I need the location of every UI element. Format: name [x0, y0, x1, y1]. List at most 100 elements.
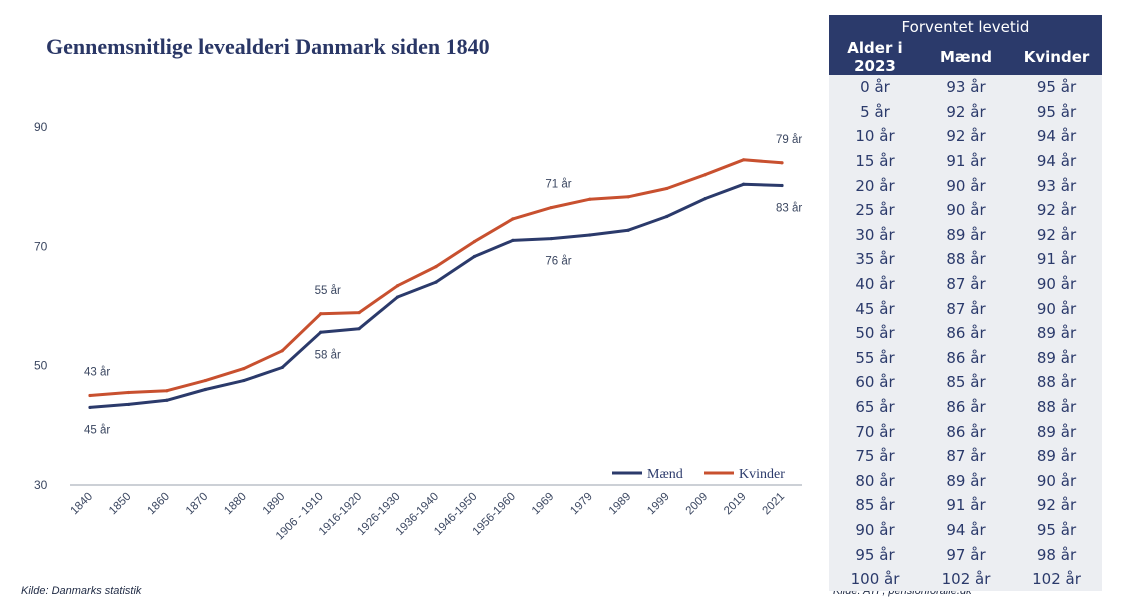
table-cell-women: 88 år: [1011, 394, 1102, 420]
table-cell-age: 60 år: [829, 370, 921, 395]
x-tick-label: 1890: [261, 491, 288, 518]
table-cell-age: 85 år: [829, 493, 921, 518]
table-cell-age: 75 år: [829, 443, 921, 469]
table-cell-women: 90 år: [1011, 296, 1102, 321]
table-cell-men: 89 år: [921, 468, 1011, 494]
y-tick-label: 90: [34, 120, 48, 134]
data-point-women: [588, 197, 592, 201]
y-tick-label: 30: [34, 478, 48, 492]
table-cell-men: 93 år: [921, 75, 1011, 100]
data-label: 71 år: [545, 179, 571, 191]
x-tick-label: 1999: [645, 491, 672, 518]
table-cell-men: 92 år: [921, 99, 1011, 125]
data-label: 58 år: [315, 349, 341, 361]
table-header-women: Kvinder: [1011, 39, 1102, 75]
table-cell-women: 90 år: [1011, 271, 1102, 297]
table-cell-age: 80 år: [829, 468, 921, 494]
table-row: 65 år 86 år 88 år: [829, 394, 1102, 420]
table-row: 5 år 92 år 95 år: [829, 99, 1102, 125]
table-cell-men: 87 år: [921, 296, 1011, 321]
data-point-men: [780, 183, 784, 188]
x-tick-label: 1969: [530, 491, 557, 518]
data-point-men: [203, 387, 207, 392]
data-point-women: [319, 312, 323, 316]
data-point-women: [626, 195, 630, 199]
table-cell-women: 92 år: [1011, 197, 1102, 223]
table-row: 80 år 89 år 90 år: [829, 468, 1102, 494]
data-point-men: [588, 233, 592, 237]
table-cell-men: 91 år: [921, 148, 1011, 174]
x-tick-label: 1989: [607, 491, 634, 518]
table-cell-men: 87 år: [921, 271, 1011, 297]
table-cell-age: 0 år: [829, 75, 921, 100]
table-cell-age: 20 år: [829, 173, 921, 198]
y-tick-label: 70: [34, 239, 48, 253]
table-title: Forventet levetid: [829, 15, 1102, 39]
x-tick-label: 1880: [222, 491, 249, 518]
table-cell-women: 93 år: [1011, 173, 1102, 198]
table-cell-women: 89 år: [1011, 345, 1102, 371]
data-label: 76 år: [545, 256, 571, 268]
data-point-men: [357, 327, 361, 331]
data-point-women: [665, 186, 669, 191]
x-tick-label: 1840: [69, 491, 96, 518]
table-cell-men: 92 år: [921, 124, 1011, 149]
table-cell-men: 88 år: [921, 247, 1011, 272]
table-cell-men: 94 år: [921, 517, 1011, 543]
table-cell-women: 95 år: [1011, 75, 1102, 100]
table-row: 30 år 89 år 92 år: [829, 222, 1102, 248]
table-cell-age: 10 år: [829, 124, 921, 149]
data-point-women: [434, 265, 438, 269]
table-cell-women: 94 år: [1011, 124, 1102, 149]
data-point-men: [511, 238, 515, 242]
data-point-women: [703, 173, 707, 177]
data-point-women: [357, 310, 361, 315]
data-point-women: [472, 239, 477, 244]
data-point-men: [472, 254, 477, 259]
data-point-women: [165, 389, 169, 393]
table-cell-men: 91 år: [921, 493, 1011, 518]
data-point-men: [549, 236, 553, 241]
life-expectancy-table: Forventet levetid Alder i 2023 Mænd Kvin…: [829, 15, 1102, 592]
table-row: 90 år 94 år 95 år: [829, 517, 1102, 543]
x-tick-label: 1860: [145, 491, 172, 518]
chart-title: Gennemsnitlige levealderi Danmark siden …: [46, 34, 490, 59]
data-point-women: [511, 217, 515, 221]
table-row: 85 år 91 år 92 år: [829, 493, 1102, 518]
table-cell-men: 90 år: [921, 173, 1011, 198]
table-cell-men: 86 år: [921, 419, 1011, 444]
table-row: 100 år 102 år 102 år: [829, 566, 1102, 592]
table-row: 40 år 87 år 90 år: [829, 271, 1102, 297]
table-row: 60 år 85 år 88 år: [829, 370, 1102, 395]
table-cell-age: 95 år: [829, 542, 921, 567]
table-cell-men: 86 år: [921, 345, 1011, 371]
table-cell-age: 15 år: [829, 148, 921, 174]
table-cell-women: 89 år: [1011, 443, 1102, 469]
table-cell-women: 98 år: [1011, 542, 1102, 567]
data-label: 55 år: [315, 285, 341, 297]
table-cell-age: 55 år: [829, 345, 921, 371]
x-tick-label: 1850: [107, 491, 134, 518]
table-cell-men: 86 år: [921, 320, 1011, 346]
table-row: 45 år 87 år 90 år: [829, 296, 1102, 321]
series-line-women: [88, 158, 784, 397]
data-point-women: [780, 161, 784, 165]
data-label: 79 år: [776, 134, 802, 146]
data-point-men: [626, 228, 630, 232]
y-tick-label: 50: [34, 359, 48, 373]
legend-label-men: Mænd: [647, 467, 683, 482]
table-row: 10 år 92 år 94 år: [829, 124, 1102, 149]
data-point-men: [319, 330, 323, 334]
table-cell-women: 95 år: [1011, 99, 1102, 125]
table-cell-age: 50 år: [829, 320, 921, 346]
data-point-women: [395, 284, 400, 288]
x-tick-label: 2009: [684, 491, 711, 518]
table-cell-age: 40 år: [829, 271, 921, 297]
table-cell-women: 95 år: [1011, 517, 1102, 543]
table-cell-women: 92 år: [1011, 222, 1102, 248]
x-tick-label: 2019: [722, 491, 749, 518]
data-point-women: [242, 367, 246, 371]
table-row: 75 år 87 år 89 år: [829, 443, 1102, 469]
data-point-women: [280, 349, 284, 353]
x-tick-label: 2021: [761, 491, 788, 518]
